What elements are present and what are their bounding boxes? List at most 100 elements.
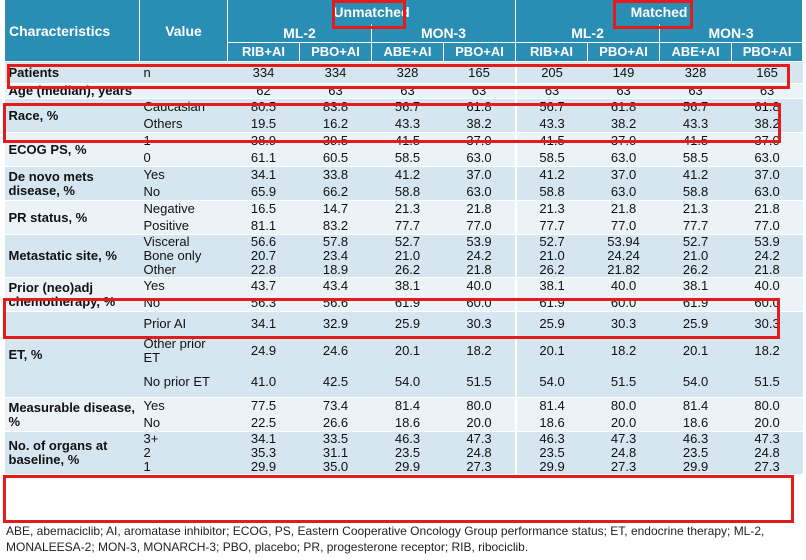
value-label: 2 <box>139 446 228 460</box>
cell-value: 21.0 <box>514 249 588 263</box>
cell-value: 14.7 <box>299 200 372 218</box>
cell-value: 43.4 <box>299 277 372 295</box>
cell-value: 27.3 <box>587 460 660 474</box>
cell-value: 26.2 <box>659 263 732 278</box>
cell-value: 33.8 <box>299 166 372 184</box>
cell-value: 18.6 <box>514 414 588 432</box>
col-header: PBO+AI <box>299 42 372 62</box>
table-row: No 22.5 26.6 18.6 20.0 18.6 20.0 18.6 20.0 <box>5 414 803 432</box>
cell-value: 38.1 <box>371 277 444 295</box>
col-header: ABE+AI <box>659 42 733 62</box>
cell-value: 52.7 <box>514 234 588 249</box>
cell-value: 24.8 <box>731 446 803 460</box>
cell-value: 47.3 <box>443 431 516 446</box>
cell-value: 54.0 <box>514 366 588 398</box>
cell-value: 26.2 <box>514 263 588 278</box>
cell-value: 21.0 <box>659 249 732 263</box>
cell-value: 63 <box>371 83 444 99</box>
characteristic-label: Race, % <box>4 98 140 133</box>
cell-value: 43.3 <box>659 115 732 133</box>
cell-value: 29.9 <box>514 460 588 474</box>
cell-value: 29.9 <box>659 460 732 474</box>
cell-value: 81.4 <box>659 397 732 415</box>
cell-value: 23.5 <box>514 446 588 460</box>
cell-value: 53.9 <box>443 234 516 249</box>
cell-value: 22.5 <box>227 414 300 432</box>
cell-value: 51.5 <box>731 366 803 398</box>
cell-value: 24.2 <box>731 249 803 263</box>
cell-value: 334 <box>299 61 372 84</box>
value-label: Visceral <box>139 234 228 249</box>
cell-value: 25.9 <box>514 311 588 336</box>
table-row: Bone only 20.7 23.4 21.0 24.2 21.0 24.24 21.0 24… <box>5 249 803 263</box>
table-row: 2 35.3 31.1 23.5 24.8 23.5 24.8 23.5 24.8 <box>5 446 803 460</box>
cell-value: 61.8 <box>587 98 660 116</box>
cell-value: 41.2 <box>514 166 588 184</box>
value-label: Prior AI <box>139 311 228 336</box>
cell-value: 24.9 <box>227 335 300 367</box>
cell-value: 52.7 <box>371 234 444 249</box>
cell-value: 39.5 <box>299 132 372 150</box>
cell-value: 24.8 <box>443 446 516 460</box>
cell-value: 61.9 <box>514 294 588 312</box>
cell-value: 80.0 <box>443 397 516 415</box>
cell-value: 30.3 <box>731 311 803 336</box>
table-row: Metastatic site, % Visceral 56.6 57.8 52.7 53… <box>4 234 803 278</box>
characteristic-label: Patients <box>4 61 140 84</box>
cell-value: 21.8 <box>731 200 803 218</box>
header-matched: Matched <box>515 0 804 24</box>
table-row: Age (median), years 62 63 63 63 63 63 63 63 <box>4 83 803 99</box>
value-label: No <box>139 183 228 201</box>
cell-value: 61.9 <box>659 294 732 312</box>
table-row: Positive 81.1 83.2 77.7 77.0 77.7 77.0 77.7 77.0 <box>5 217 803 235</box>
cell-value: 81.1 <box>227 217 300 235</box>
cell-value: 25.9 <box>659 311 732 336</box>
characteristic-label: Metastatic site, % <box>4 234 140 278</box>
cell-value: 18.6 <box>659 414 732 432</box>
table-row: Prior (neo)adj chemotherapy, % Yes 43.7 43.… <box>4 277 803 312</box>
cell-value: 77.5 <box>227 397 300 415</box>
cell-value: 77.7 <box>371 217 444 235</box>
cell-value: 21.8 <box>443 200 516 218</box>
cell-value: 29.9 <box>371 460 444 474</box>
cell-value: 63 <box>443 83 516 99</box>
cell-value: 63.0 <box>587 183 660 201</box>
cell-value: 56.6 <box>227 234 300 249</box>
cell-value: 23.5 <box>371 446 444 460</box>
cell-value: 20.1 <box>659 335 732 367</box>
cell-value: 21.0 <box>371 249 444 263</box>
cell-value: 42.5 <box>299 366 372 398</box>
table-row: Patients n 334 334 328 165 205 149 328 165 <box>4 61 803 84</box>
characteristic-label: Measurable disease, % <box>4 397 140 432</box>
cell-value: 22.8 <box>227 263 300 278</box>
cell-value: 63.0 <box>731 149 803 167</box>
cell-value: 81.4 <box>371 397 444 415</box>
table-row: No prior ET 41.0 42.5 54.0 51.5 54.0 51.5 54.0 5… <box>5 366 803 398</box>
cell-value: 80.0 <box>587 397 660 415</box>
cell-value: 37.0 <box>731 132 803 150</box>
characteristic-label: ET, % <box>4 311 140 398</box>
cell-value: 38.2 <box>443 115 516 133</box>
highlight-box-organs <box>3 475 794 523</box>
cell-value: 20.1 <box>371 335 444 367</box>
cell-value: 20.0 <box>731 414 803 432</box>
cell-value: 18.2 <box>731 335 803 367</box>
cell-value: 34.1 <box>227 311 300 336</box>
cell-value: 38.1 <box>514 277 588 295</box>
value-label: Yes <box>139 166 228 184</box>
cell-value: 51.5 <box>587 366 660 398</box>
cell-value: 38.2 <box>731 115 803 133</box>
cell-value: 165 <box>731 61 803 84</box>
cell-value: 58.5 <box>371 149 444 167</box>
col-header: RIB+AI <box>227 42 300 62</box>
cell-value: 83.8 <box>299 98 372 116</box>
cell-value: 73.4 <box>299 397 372 415</box>
cell-value: 41.2 <box>659 166 732 184</box>
col-header: ABE+AI <box>371 42 444 62</box>
cell-value: 24.6 <box>299 335 372 367</box>
cell-value: 21.8 <box>731 263 803 278</box>
cell-value: 20.0 <box>587 414 660 432</box>
cell-value: 60.0 <box>587 294 660 312</box>
cell-value: 35.3 <box>227 446 300 460</box>
cell-value: 77.0 <box>587 217 660 235</box>
